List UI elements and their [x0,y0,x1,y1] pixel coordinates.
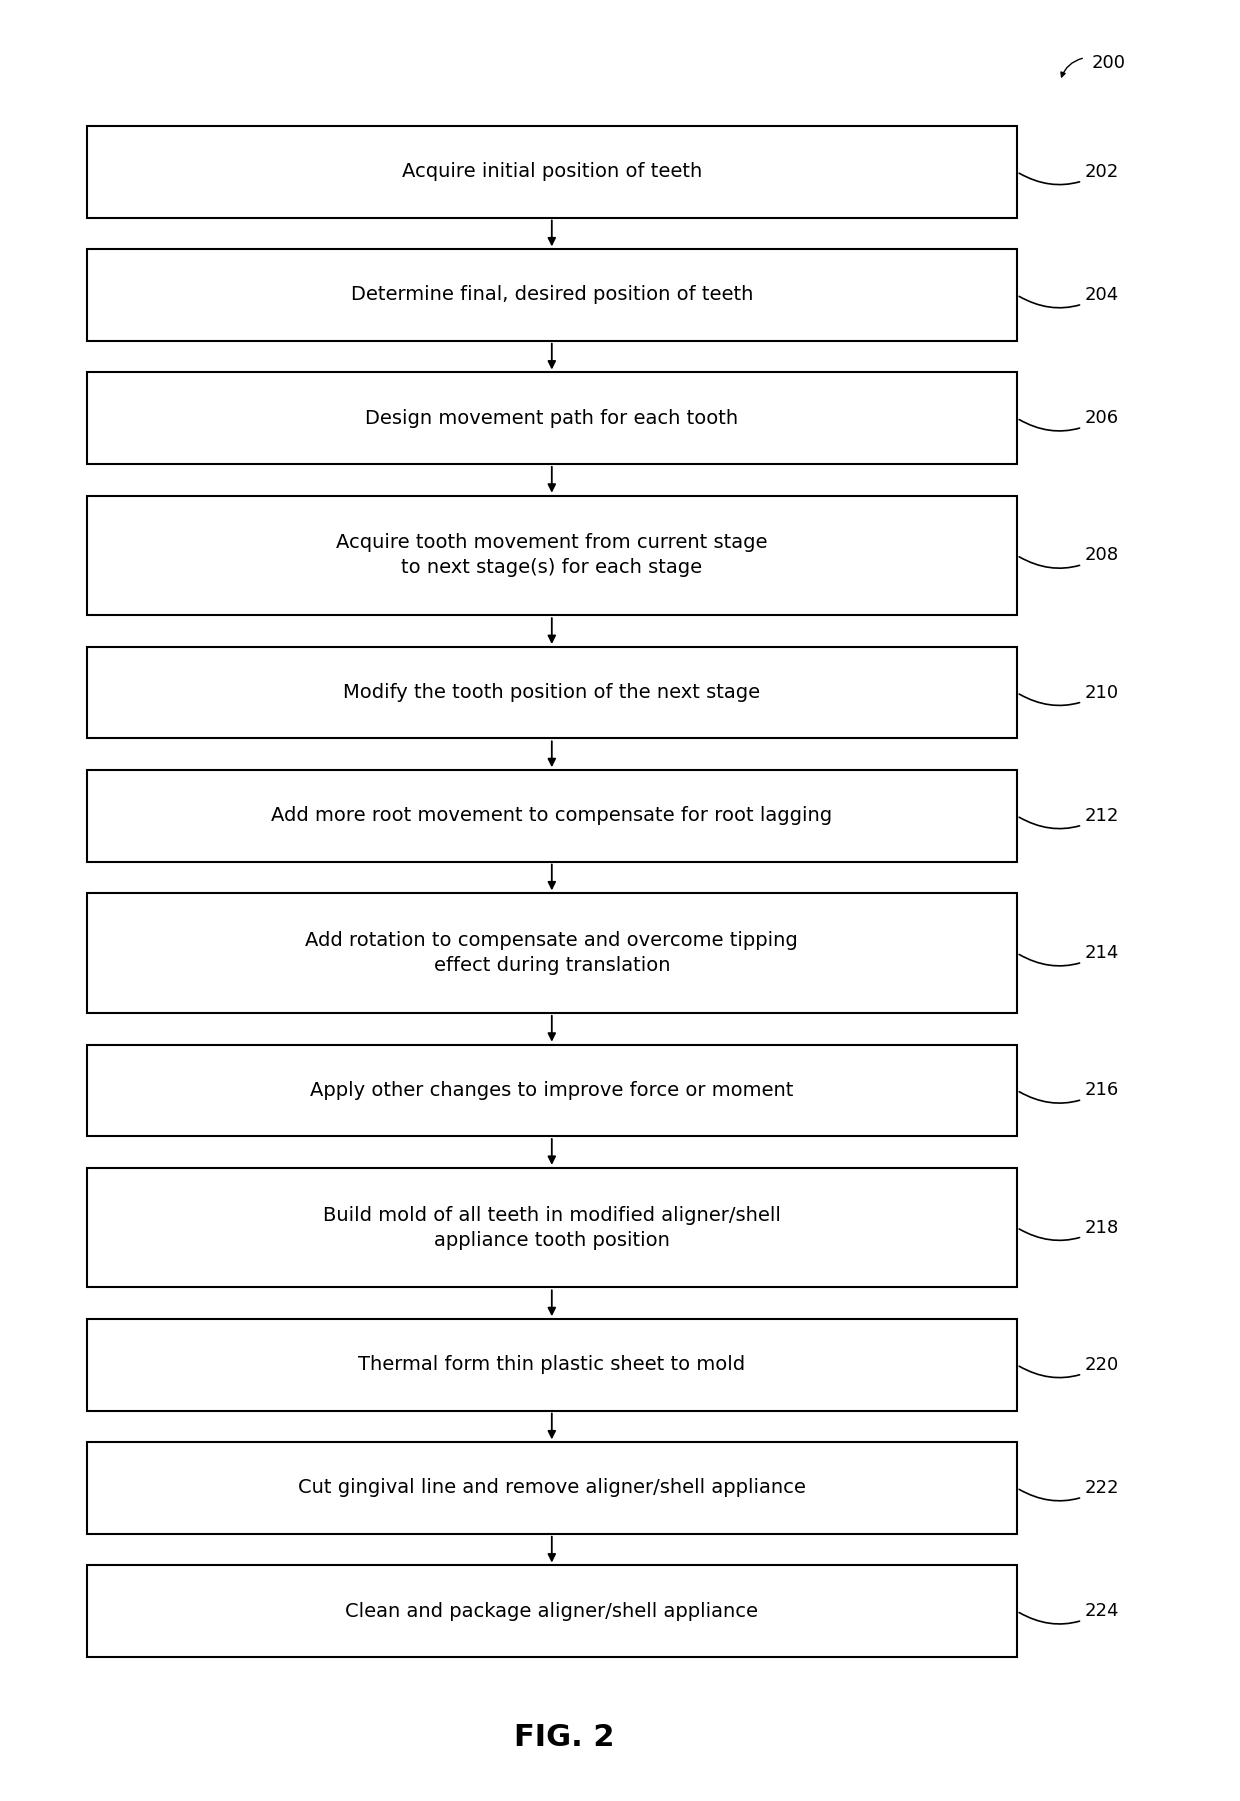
Text: Acquire tooth movement from current stage
to next stage(s) for each stage: Acquire tooth movement from current stag… [336,533,768,578]
Text: 214: 214 [1019,944,1120,965]
Text: 218: 218 [1019,1219,1120,1241]
FancyBboxPatch shape [87,893,1017,1012]
Text: 202: 202 [1019,162,1120,186]
FancyBboxPatch shape [87,249,1017,340]
Text: Determine final, desired position of teeth: Determine final, desired position of tee… [351,286,753,304]
FancyBboxPatch shape [87,1045,1017,1136]
Text: Design movement path for each tooth: Design movement path for each tooth [366,409,738,427]
Text: 222: 222 [1019,1479,1120,1500]
Text: 220: 220 [1019,1356,1120,1378]
Text: Build mold of all teeth in modified aligner/shell
appliance tooth position: Build mold of all teeth in modified alig… [322,1205,781,1250]
Text: Modify the tooth position of the next stage: Modify the tooth position of the next st… [343,683,760,702]
Text: 200: 200 [1091,54,1125,72]
Text: 212: 212 [1019,807,1120,828]
Text: 206: 206 [1019,409,1120,430]
Text: Acquire initial position of teeth: Acquire initial position of teeth [402,162,702,182]
Text: Add more root movement to compensate for root lagging: Add more root movement to compensate for… [272,807,832,825]
FancyBboxPatch shape [87,126,1017,218]
Text: 210: 210 [1019,684,1120,706]
Text: Cut gingival line and remove aligner/shell appliance: Cut gingival line and remove aligner/she… [298,1479,806,1497]
FancyBboxPatch shape [87,1167,1017,1288]
FancyBboxPatch shape [87,1318,1017,1410]
FancyBboxPatch shape [87,647,1017,738]
Text: Thermal form thin plastic sheet to mold: Thermal form thin plastic sheet to mold [358,1356,745,1374]
Text: 208: 208 [1019,546,1120,567]
FancyBboxPatch shape [87,373,1017,465]
FancyBboxPatch shape [87,771,1017,861]
FancyBboxPatch shape [87,495,1017,616]
Text: 224: 224 [1019,1603,1120,1625]
Text: FIG. 2: FIG. 2 [513,1724,615,1752]
Text: Apply other changes to improve force or moment: Apply other changes to improve force or … [310,1081,794,1100]
FancyBboxPatch shape [87,1565,1017,1657]
Text: Clean and package aligner/shell appliance: Clean and package aligner/shell applianc… [345,1601,759,1621]
FancyBboxPatch shape [87,1443,1017,1534]
Text: Add rotation to compensate and overcome tipping
effect during translation: Add rotation to compensate and overcome … [305,931,799,974]
Text: 216: 216 [1019,1081,1120,1104]
Text: 204: 204 [1019,286,1120,308]
